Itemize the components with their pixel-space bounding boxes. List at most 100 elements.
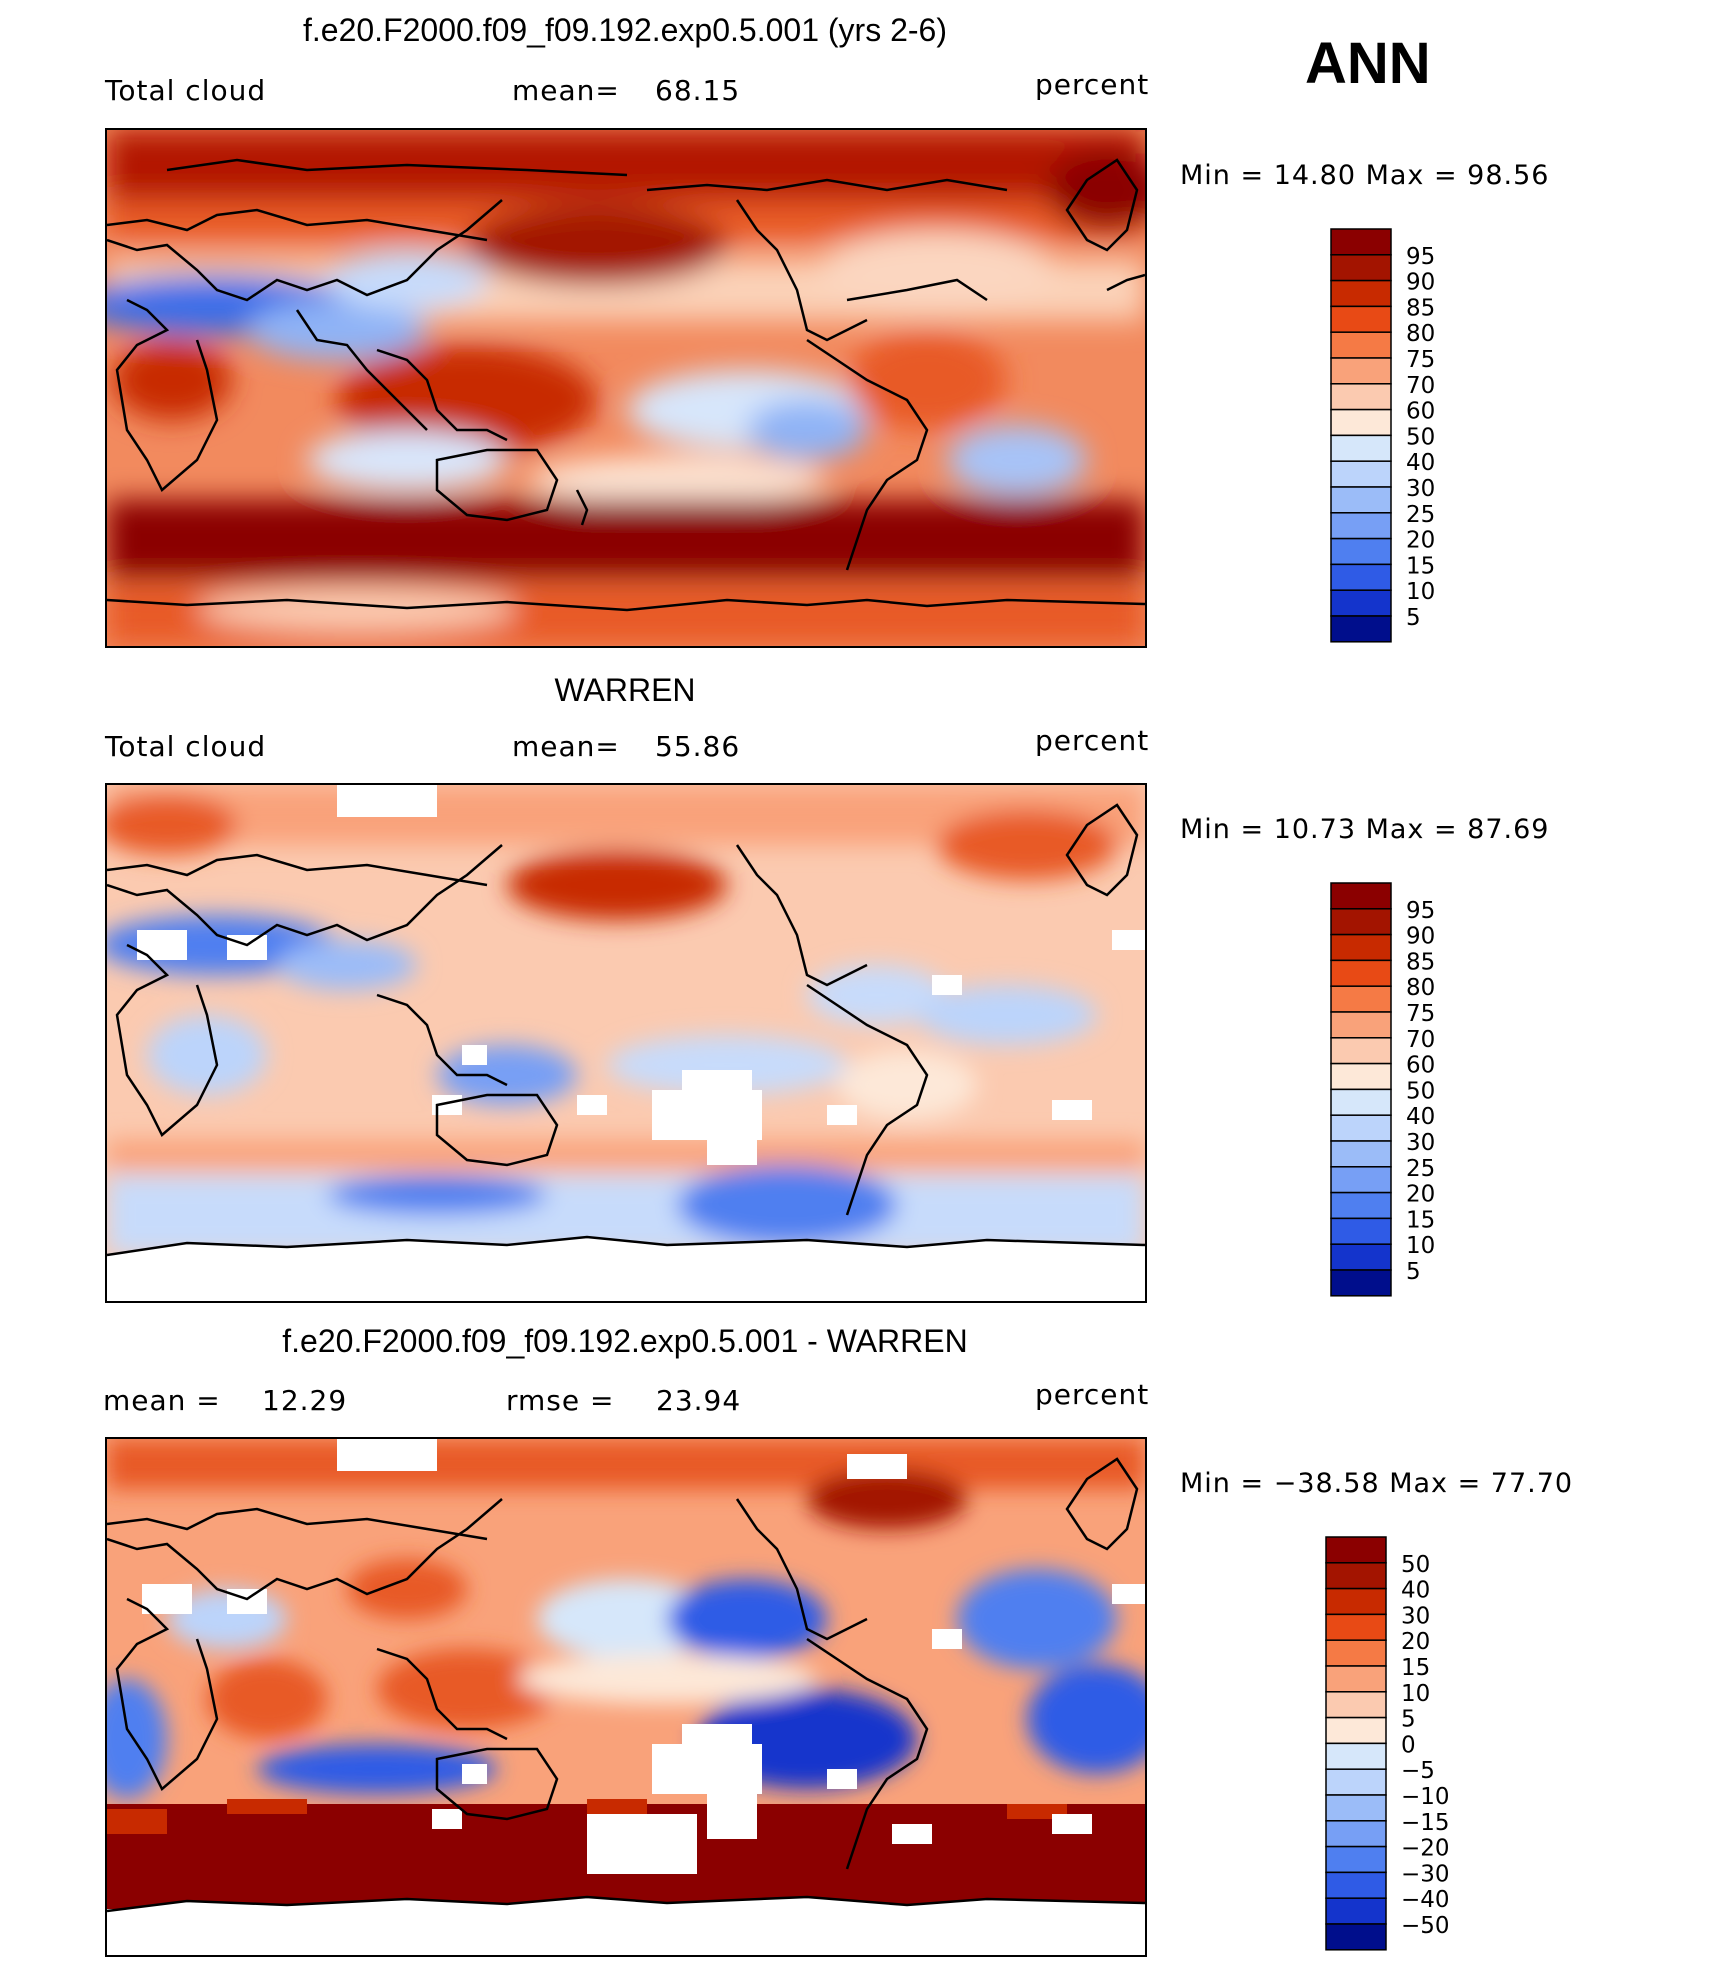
panel-3-mean-label: mean = bbox=[103, 1384, 221, 1417]
panel-1-mean-label: mean= bbox=[512, 74, 620, 107]
colorbar-label: 25 bbox=[1406, 502, 1435, 528]
panel-3-mean-value: 12.29 bbox=[262, 1384, 348, 1417]
colorbar-label: 15 bbox=[1401, 1655, 1430, 1681]
colorbar-box bbox=[1330, 589, 1392, 617]
colorbar-label: 25 bbox=[1406, 1156, 1435, 1182]
colorbar-box bbox=[1330, 486, 1392, 514]
colorbar-box bbox=[1330, 985, 1392, 1013]
colorbar-box bbox=[1330, 1166, 1392, 1194]
panel-1-colorbar: 95 90 85 80 75 70 60 50 40 30 25 20 15 10 5 bbox=[1330, 228, 1490, 645]
colorbar-box bbox=[1330, 537, 1392, 566]
colorbar-box bbox=[1330, 1140, 1392, 1168]
colorbar-box bbox=[1330, 228, 1392, 256]
colorbar-label: 0 bbox=[1401, 1732, 1416, 1758]
colorbar-box bbox=[1325, 1742, 1387, 1770]
colorbar-label: 40 bbox=[1401, 1578, 1430, 1604]
colorbar-box bbox=[1325, 1923, 1387, 1951]
panel-1-min-max: Min = 14.80 Max = 98.56 bbox=[1180, 160, 1550, 191]
colorbar-label: −15 bbox=[1401, 1810, 1450, 1836]
panel-3-title: f.e20.F2000.f09_f09.192.exp0.5.001 - WAR… bbox=[282, 1323, 968, 1359]
colorbar-box bbox=[1330, 1114, 1392, 1142]
panel-2-field: Total cloud bbox=[105, 730, 267, 763]
colorbar-box bbox=[1325, 1716, 1387, 1745]
colorbar-box bbox=[1325, 1613, 1387, 1641]
colorbar-label: 95 bbox=[1406, 244, 1435, 270]
colorbar-label: 75 bbox=[1406, 1001, 1435, 1027]
panel-2-units: percent bbox=[1035, 724, 1150, 757]
colorbar-box bbox=[1330, 1191, 1392, 1220]
colorbar-label: 30 bbox=[1406, 1130, 1435, 1156]
colorbar-box bbox=[1330, 1011, 1392, 1039]
colorbar-label: 20 bbox=[1406, 1182, 1435, 1208]
colorbar-box bbox=[1325, 1794, 1387, 1822]
panel-1-title: f.e20.F2000.f09_f09.192.exp0.5.001 (yrs … bbox=[303, 12, 947, 48]
panel-2-map bbox=[105, 783, 1147, 1303]
colorbar-label: 30 bbox=[1401, 1603, 1430, 1629]
colorbar-box bbox=[1325, 1820, 1387, 1848]
panel-3-colorbar: 50 40 30 20 15 10 5 0 −5 −10 −15 −20 −30 −40 −50 bbox=[1325, 1536, 1485, 1953]
colorbar-box bbox=[1325, 1587, 1387, 1616]
colorbar-box bbox=[1330, 305, 1392, 333]
panel-1-units: percent bbox=[1035, 68, 1150, 101]
panel-1-mean-value: 68.15 bbox=[655, 74, 741, 107]
panel-3-map bbox=[105, 1437, 1147, 1957]
panel-2-mean-value: 55.86 bbox=[655, 730, 741, 763]
colorbar-label: 15 bbox=[1406, 1207, 1435, 1233]
colorbar-box bbox=[1330, 512, 1392, 540]
colorbar-label: −20 bbox=[1401, 1836, 1450, 1862]
colorbar-box bbox=[1330, 254, 1392, 282]
panel-3-min-max: Min = −38.58 Max = 77.70 bbox=[1180, 1468, 1574, 1499]
colorbar-box bbox=[1330, 460, 1392, 488]
colorbar-box bbox=[1330, 1269, 1392, 1297]
colorbar-label: 50 bbox=[1406, 424, 1435, 450]
colorbar-box bbox=[1330, 908, 1392, 936]
colorbar-label: 85 bbox=[1406, 949, 1435, 975]
colorbar-box bbox=[1330, 1062, 1392, 1091]
colorbar-label: 40 bbox=[1406, 450, 1435, 476]
panel-3-rmse-value: 23.94 bbox=[656, 1384, 742, 1417]
colorbar-label: 75 bbox=[1406, 347, 1435, 373]
colorbar-box bbox=[1330, 615, 1392, 643]
colorbar-box bbox=[1330, 1037, 1392, 1065]
colorbar-box bbox=[1325, 1639, 1387, 1667]
colorbar-label: 90 bbox=[1406, 924, 1435, 950]
panel-1-map bbox=[105, 128, 1147, 648]
colorbar-box bbox=[1330, 331, 1392, 359]
panel-2-colorbar: 95 90 85 80 75 70 60 50 40 30 25 20 15 10 5 bbox=[1330, 882, 1490, 1299]
colorbar-label: 90 bbox=[1406, 270, 1435, 296]
colorbar-label: 85 bbox=[1406, 295, 1435, 321]
colorbar-label: 70 bbox=[1406, 1027, 1435, 1053]
colorbar-label: 50 bbox=[1401, 1552, 1430, 1578]
colorbar-label: 10 bbox=[1406, 579, 1435, 605]
colorbar-box bbox=[1330, 279, 1392, 308]
colorbar-box bbox=[1325, 1845, 1387, 1874]
colorbar-box bbox=[1330, 1217, 1392, 1245]
colorbar-box bbox=[1325, 1768, 1387, 1796]
colorbar-label: 5 bbox=[1406, 605, 1421, 631]
colorbar-label: 10 bbox=[1406, 1233, 1435, 1259]
colorbar-label: −30 bbox=[1401, 1861, 1450, 1887]
colorbar-box bbox=[1325, 1691, 1387, 1719]
colorbar-label: −40 bbox=[1401, 1887, 1450, 1913]
colorbar-box bbox=[1325, 1665, 1387, 1693]
colorbar-box bbox=[1325, 1562, 1387, 1590]
colorbar-label: 40 bbox=[1406, 1104, 1435, 1130]
colorbar-label: −50 bbox=[1401, 1913, 1450, 1939]
colorbar-label: 70 bbox=[1406, 373, 1435, 399]
colorbar-box bbox=[1330, 563, 1392, 591]
panel-2-mean-label: mean= bbox=[512, 730, 620, 763]
colorbar-label: 50 bbox=[1406, 1078, 1435, 1104]
colorbar-box bbox=[1325, 1897, 1387, 1925]
colorbar-label: 20 bbox=[1401, 1629, 1430, 1655]
panel-3-rmse-label: rmse = bbox=[506, 1384, 615, 1417]
colorbar-label: 5 bbox=[1406, 1259, 1421, 1285]
colorbar-label: 10 bbox=[1401, 1681, 1430, 1707]
colorbar-box bbox=[1330, 1088, 1392, 1116]
colorbar-label: −10 bbox=[1401, 1784, 1450, 1810]
colorbar-label: 15 bbox=[1406, 553, 1435, 579]
colorbar-label: 5 bbox=[1401, 1707, 1416, 1733]
colorbar-box bbox=[1330, 434, 1392, 462]
colorbar-box bbox=[1330, 408, 1392, 437]
